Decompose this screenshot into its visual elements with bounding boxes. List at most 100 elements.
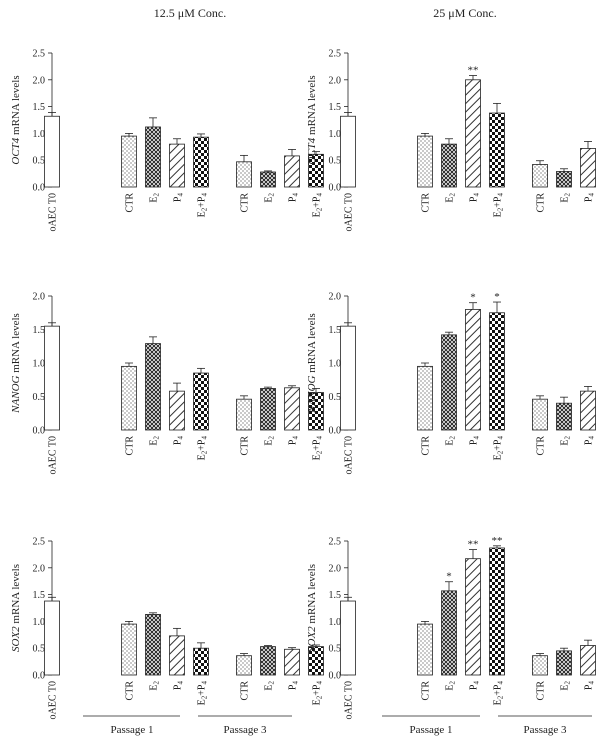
y-tick-label-sox2-right: 2.5 [329, 537, 342, 548]
category-label-oct4-right-4: E2+P4 [493, 193, 505, 218]
category-label-oct4-right-2: E2 [445, 193, 457, 203]
category-label-nanog-left-3: P4 [173, 436, 185, 446]
category-label-oct4-right-6-sub: 2 [564, 193, 572, 197]
category-label-nanog-left-3-sub: 4 [177, 436, 185, 440]
y-tick-label-oct4-right: 1.5 [329, 102, 342, 113]
bar-nanog-left-3 [169, 390, 185, 431]
panel-oct4-right: 0.0 0.5 1.0 1.5 2.0 2.5 OCT4 mRNA levels oAEC T… [306, 49, 596, 231]
category-label-nanog-left-6: E2 [264, 436, 276, 446]
y-tick-label-nanog-right: 0.0 [329, 426, 342, 437]
y-axis-label-sox2-left: SOX2 mRNA levels [10, 564, 22, 652]
category-label-oct4-left-8-sub2: 4 [316, 193, 324, 197]
category-label-nanog-right-3-sub: 4 [473, 436, 481, 440]
category-label-oct4-right-7-sub: 4 [588, 193, 596, 197]
y-axis-label-gene-sox2-left: SOX2 [10, 626, 22, 652]
category-label-sox2-right-1: CTR [421, 681, 432, 701]
category-label-sox2-left-8: E2+P4 [312, 681, 324, 706]
category-label-sox2-left-6: E2 [264, 681, 276, 691]
category-label-sox2-left-4-sub2: 4 [201, 681, 209, 685]
y-tick-label-sox2-left: 1.0 [33, 617, 46, 628]
category-label-sox2-left-8-sub1: 2 [316, 695, 324, 699]
y-tick-label-oct4-left: 2.5 [33, 49, 46, 60]
category-label-sox2-right-4-plus: +P [493, 684, 504, 696]
y-axis-label-rest-sox2-right: mRNA levels [306, 564, 318, 626]
y-tick-label-sox2-right: 2.0 [329, 563, 342, 574]
bar-oct4-left-5 [236, 161, 252, 188]
y-axis-label-nanog-right: NANOG mRNA levels [306, 313, 318, 414]
category-label-oct4-left-7: P4 [288, 193, 300, 203]
category-label-nanog-right-4-sub1: 2 [497, 450, 505, 454]
bar-sox2-right-1 [417, 623, 433, 676]
y-tick-label-oct4-right: 2.0 [329, 75, 342, 86]
bar-sox2-left-2 [145, 614, 161, 676]
y-tick-label-nanog-left: 1.0 [33, 359, 46, 370]
category-label-nanog-left-2-sub: 2 [153, 436, 161, 440]
bar-oct4-left-7 [284, 155, 300, 188]
panels: 0.0 0.5 1.0 1.5 2.0 2.5 OCT4 mRNA levels oAEC T… [10, 49, 596, 719]
bar-sox2-right-5 [532, 655, 548, 676]
y-tick-label-sox2-right: 1.0 [329, 617, 342, 628]
bar-nanog-left-2 [145, 343, 161, 431]
y-axis-label-oct4-right: OCT4 mRNA levels [306, 75, 318, 164]
y-tick-label-nanog-right: 0.5 [329, 392, 342, 403]
category-label-sox2-left-3: P4 [173, 681, 185, 691]
bar-nanog-left-7 [284, 387, 300, 431]
category-label-oct4-left-3: P4 [173, 193, 185, 203]
y-tick-label-oct4-right: 0.5 [329, 156, 342, 167]
category-label-nanog-left-4-sub1: 2 [201, 450, 209, 454]
y-axis-label-rest-oct4-left: mRNA levels [10, 75, 22, 137]
y-axis-label-oct4-left: OCT4 mRNA levels [10, 75, 22, 164]
category-label-nanog-left-8-sub2: 4 [316, 436, 324, 440]
bar-nanog-right-6 [556, 402, 572, 431]
bar-oct4-left-6 [260, 171, 276, 188]
category-label-sox2-right-4: E2+P4 [493, 681, 505, 706]
bar-nanog-left-4 [193, 372, 209, 431]
category-label-nanog-left-0: oAEC T0 [48, 436, 59, 474]
category-label-oct4-right-3: P4 [469, 193, 481, 203]
category-label-oct4-left-4-plus: +P [197, 196, 208, 208]
category-label-sox2-left-8-plus: +P [312, 684, 323, 696]
category-label-sox2-left-7: P4 [288, 681, 300, 691]
category-label-oct4-left-2-sub: 2 [153, 193, 161, 197]
category-label-nanog-left-4-plus: +P [197, 439, 208, 451]
bar-nanog-left-6 [260, 388, 276, 431]
y-tick-label-oct4-left: 2.0 [33, 75, 46, 86]
category-label-nanog-left-8-plus: +P [312, 439, 323, 451]
category-label-sox2-left-0: oAEC T0 [48, 681, 59, 719]
panel-nanog-left: 0.0 0.5 1.0 1.5 2.0 NANOG mRNA levels oAEC T0 C… [10, 292, 324, 474]
y-tick-label-nanog-right: 2.0 [329, 292, 342, 303]
category-label-oct4-right-3-sub: 4 [473, 193, 481, 197]
category-label-nanog-left-6-sub: 2 [268, 436, 276, 440]
category-label-sox2-left-7-sub: 4 [292, 681, 300, 685]
category-label-sox2-right-6-sub: 2 [564, 681, 572, 685]
y-tick-label-oct4-left: 0.5 [33, 156, 46, 167]
category-label-nanog-right-6: E2 [560, 436, 572, 446]
category-label-sox2-left-6-sub: 2 [268, 681, 276, 685]
bar-sox2-right-3 [465, 558, 481, 676]
y-axis-label-gene-oct4-left: OCT4 [10, 137, 22, 164]
category-label-nanog-right-0: oAEC T0 [344, 436, 355, 474]
category-label-nanog-right-4-plus: +P [493, 439, 504, 451]
category-label-nanog-right-1: CTR [421, 436, 432, 456]
y-axis-label-rest-oct4-right: mRNA levels [306, 75, 318, 137]
bar-nanog-right-5 [532, 398, 548, 431]
category-label-nanog-left-5: CTR [240, 436, 251, 456]
category-label-sox2-left-4: E2+P4 [197, 681, 209, 706]
y-tick-label-oct4-right: 0.0 [329, 183, 342, 194]
y-tick-label-nanog-left: 2.0 [33, 292, 46, 303]
category-label-oct4-right-6: E2 [560, 193, 572, 203]
y-axis-label-sox2-right: SOX2 mRNA levels [306, 564, 318, 652]
y-axis-label-gene-oct4-right: OCT4 [306, 137, 318, 164]
bar-nanog-right-4 [489, 312, 505, 431]
category-label-sox2-right-4-sub1: 2 [497, 695, 505, 699]
y-tick-label-sox2-left: 1.5 [33, 590, 46, 601]
category-label-oct4-left-0: oAEC T0 [48, 193, 59, 231]
category-label-nanog-left-8: E2+P4 [312, 436, 324, 461]
bar-oct4-right-1 [417, 135, 433, 188]
category-label-oct4-right-4-sub1: 2 [497, 207, 505, 211]
category-label-oct4-left-4-sub2: 4 [201, 193, 209, 197]
bar-nanog-left-5 [236, 398, 252, 431]
category-label-oct4-left-4: E2+P4 [197, 193, 209, 218]
category-label-oct4-left-7-sub: 4 [292, 193, 300, 197]
bar-oct4-right-2 [441, 143, 457, 188]
